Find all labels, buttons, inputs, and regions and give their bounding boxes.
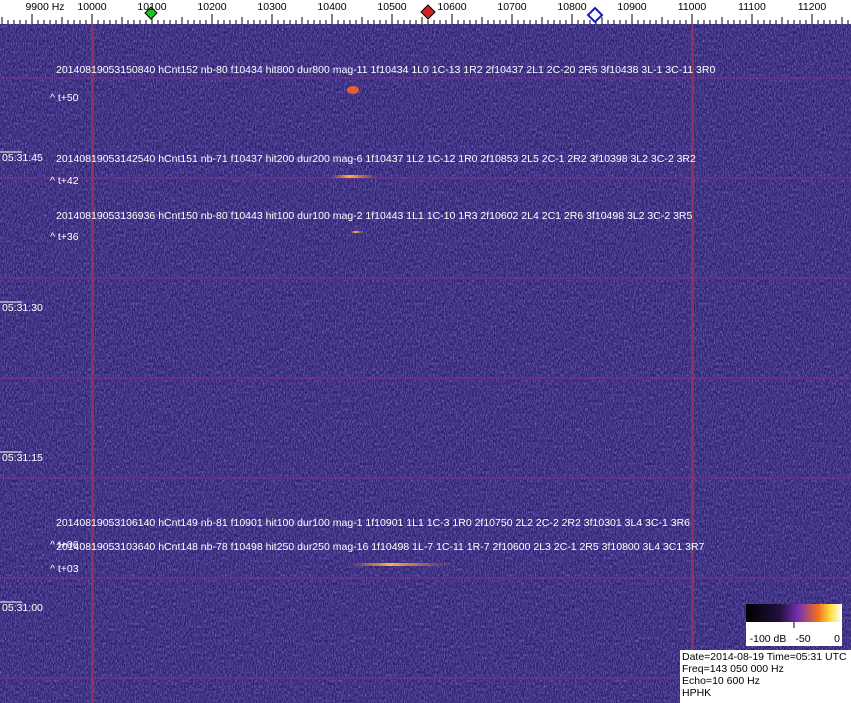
info-line: Freq=143 050 000 Hz bbox=[682, 663, 784, 675]
info-line: HPHK bbox=[682, 687, 711, 699]
info-line: Echo=10 600 Hz bbox=[682, 675, 760, 687]
time-line bbox=[0, 577, 851, 579]
detection-tag: ^ t+06 bbox=[50, 539, 79, 551]
time-line bbox=[0, 277, 851, 279]
freq-line bbox=[691, 24, 694, 703]
time-line bbox=[0, 77, 851, 79]
frequency-label: 10300 bbox=[257, 1, 286, 13]
detection-tag: ^ t+50 bbox=[50, 92, 79, 104]
time-line bbox=[0, 377, 851, 379]
detection-tag: ^ t+03 bbox=[50, 563, 79, 575]
marker-red bbox=[420, 4, 436, 20]
info-line: Date=2014-08-19 Time=05:31 UTC bbox=[682, 651, 847, 663]
info-box bbox=[680, 650, 851, 703]
time-label: 05:31:45 bbox=[2, 152, 43, 164]
time-label: 05:31:15 bbox=[2, 452, 43, 464]
marker-green bbox=[144, 6, 158, 20]
echo bbox=[350, 231, 364, 233]
frequency-label: 10500 bbox=[377, 1, 406, 13]
frequency-label: 11100 bbox=[738, 1, 766, 13]
time-line bbox=[0, 177, 851, 179]
detection-text: 20140819053106140 hCnt149 nb-81 f10901 h… bbox=[56, 517, 690, 529]
freq-line bbox=[91, 24, 94, 703]
frequency-label: 10700 bbox=[497, 1, 526, 13]
time-label: 05:31:30 bbox=[2, 302, 43, 314]
detection-text: 20140819053150840 hCnt152 nb-80 f10434 h… bbox=[56, 64, 715, 76]
scale-label: 0 bbox=[834, 633, 840, 645]
marker-blue bbox=[586, 6, 604, 24]
echo bbox=[350, 563, 450, 566]
frequency-label: 11000 bbox=[678, 1, 707, 13]
frequency-label: 11200 bbox=[798, 1, 827, 13]
detection-text: 20140819053103640 hCnt148 nb-78 f10498 h… bbox=[56, 541, 705, 553]
frequency-label: 9900 Hz bbox=[25, 1, 64, 13]
echo bbox=[330, 175, 378, 178]
frequency-label: 10400 bbox=[317, 1, 346, 13]
frequency-label: 10900 bbox=[617, 1, 646, 13]
time-grid bbox=[0, 77, 851, 679]
time-line bbox=[0, 677, 851, 679]
frequency-label: 10000 bbox=[77, 1, 106, 13]
color-bar bbox=[746, 604, 842, 622]
ruler-ticks bbox=[1, 14, 849, 24]
frequency-label: 10600 bbox=[437, 1, 466, 13]
frequency-label: 10200 bbox=[197, 1, 226, 13]
time-line bbox=[0, 477, 851, 479]
detection-tag: ^ t+36 bbox=[50, 231, 79, 243]
scale-label: -100 dB bbox=[750, 633, 787, 645]
detection-text: 20140819053136936 hCnt150 nb-80 f10443 h… bbox=[56, 210, 693, 222]
frequency-label: 10800 bbox=[557, 1, 586, 13]
scale-label: -50 bbox=[795, 633, 810, 645]
echo bbox=[347, 86, 359, 94]
time-label: 05:31:00 bbox=[2, 602, 43, 614]
frequency-label: 10100 bbox=[137, 1, 166, 13]
detection-text: 20140819053142540 hCnt151 nb-71 f10437 h… bbox=[56, 153, 696, 165]
detection-tag: ^ t+42 bbox=[50, 175, 79, 187]
waterfall-noise bbox=[0, 24, 851, 703]
